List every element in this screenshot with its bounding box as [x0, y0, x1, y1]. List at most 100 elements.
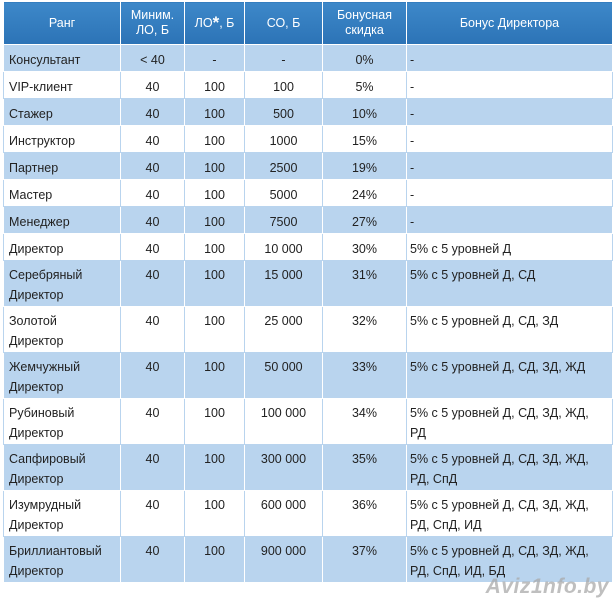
- cell-bonus: 10%: [322, 98, 407, 126]
- cell-min-lo: 40: [120, 206, 185, 234]
- cell-lo: 100: [184, 233, 245, 261]
- cell-bonus: 31%: [322, 260, 407, 307]
- cell-rank: Жемчужный Директор: [3, 352, 121, 399]
- cell-lo: 100: [184, 536, 245, 583]
- cell-min-lo: 40: [120, 536, 185, 583]
- cell-co: 15 000: [244, 260, 323, 307]
- table-row: Серебряный Директор 40 100 15 000 31% 5% …: [3, 260, 613, 307]
- table-body: Консультант < 40 - - 0% - VIP-клиент 40 …: [3, 44, 613, 583]
- cell-rank: Директор: [3, 233, 121, 261]
- cell-lo: 100: [184, 398, 245, 445]
- cell-rank: Консультант: [3, 44, 121, 72]
- site-watermark: Aviz1nfo.by: [485, 575, 609, 598]
- cell-bonus: 36%: [322, 490, 407, 537]
- cell-lo: 100: [184, 71, 245, 99]
- cell-co: 300 000: [244, 444, 323, 491]
- cell-rank: Сапфировый Директор: [3, 444, 121, 491]
- table-row: Консультант < 40 - - 0% -: [3, 44, 613, 72]
- header-co: СО, Б: [244, 1, 323, 45]
- cell-director: 5% с 5 уровней Д, СД, ЗД, ЖД, РД: [406, 398, 613, 445]
- cell-co: 10 000: [244, 233, 323, 261]
- cell-rank: VIP-клиент: [3, 71, 121, 99]
- header-lo: ЛО*, Б: [184, 1, 245, 45]
- cell-bonus: 27%: [322, 206, 407, 234]
- cell-co: 1000: [244, 125, 323, 153]
- cell-director: 5% с 5 уровней Д, СД, ЗД: [406, 306, 613, 353]
- cell-min-lo: 40: [120, 71, 185, 99]
- cell-rank: Инструктор: [3, 125, 121, 153]
- cell-co: 50 000: [244, 352, 323, 399]
- cell-rank: Мастер: [3, 179, 121, 207]
- cell-lo: 100: [184, 206, 245, 234]
- table-row: Золотой Директор 40 100 25 000 32% 5% с 5…: [3, 306, 613, 353]
- header-director-bonus: Бонус Директора: [406, 1, 613, 45]
- cell-lo: 100: [184, 352, 245, 399]
- header-bonus: Бонусная скидка: [322, 1, 407, 45]
- table-row: Жемчужный Директор 40 100 50 000 33% 5% с…: [3, 352, 613, 399]
- cell-min-lo: 40: [120, 398, 185, 445]
- cell-bonus: 19%: [322, 152, 407, 180]
- cell-director: -: [406, 206, 613, 234]
- cell-bonus: 32%: [322, 306, 407, 353]
- cell-rank: Серебряный Директор: [3, 260, 121, 307]
- table-row: Директор 40 100 10 000 30% 5% с 5 уровне…: [3, 233, 613, 261]
- cell-co: 2500: [244, 152, 323, 180]
- table-row: Бриллиантовый Директор 40 100 900 000 37%…: [3, 536, 613, 583]
- cell-min-lo: 40: [120, 260, 185, 307]
- cell-director: 5% с 5 уровней Д, СД: [406, 260, 613, 307]
- cell-min-lo: 40: [120, 490, 185, 537]
- cell-min-lo: 40: [120, 98, 185, 126]
- cell-lo: 100: [184, 152, 245, 180]
- cell-min-lo: 40: [120, 125, 185, 153]
- cell-co: 600 000: [244, 490, 323, 537]
- table-row: Изумрудный Директор 40 100 600 000 36% 5%…: [3, 490, 613, 537]
- table-row: Стажер 40 100 500 10% -: [3, 98, 613, 126]
- cell-co: 25 000: [244, 306, 323, 353]
- header-min-lo: Миним. ЛО, Б: [120, 1, 185, 45]
- cell-co: -: [244, 44, 323, 72]
- cell-director: 5% с 5 уровней Д, СД, ЗД, ЖД, РД, СпД, ИД: [406, 490, 613, 537]
- cell-director: -: [406, 125, 613, 153]
- cell-bonus: 15%: [322, 125, 407, 153]
- table-row: Менеджер 40 100 7500 27% -: [3, 206, 613, 234]
- table-row: Инструктор 40 100 1000 15% -: [3, 125, 613, 153]
- cell-director: 5% с 5 уровней Д, СД, ЗД, ЖД: [406, 352, 613, 399]
- cell-bonus: 30%: [322, 233, 407, 261]
- cell-min-lo: 40: [120, 152, 185, 180]
- cell-co: 5000: [244, 179, 323, 207]
- cell-min-lo: 40: [120, 233, 185, 261]
- table-header: Ранг Миним. ЛО, Б ЛО*, Б СО, Б Бонусная ск…: [3, 1, 613, 45]
- cell-rank: Рубиновый Директор: [3, 398, 121, 445]
- cell-bonus: 35%: [322, 444, 407, 491]
- cell-min-lo: 40: [120, 444, 185, 491]
- table-row: Рубиновый Директор 40 100 100 000 34% 5% …: [3, 398, 613, 445]
- cell-director: -: [406, 98, 613, 126]
- cell-rank: Стажер: [3, 98, 121, 126]
- cell-director: 5% с 5 уровней Д: [406, 233, 613, 261]
- table-row: VIP-клиент 40 100 100 5% -: [3, 71, 613, 99]
- cell-co: 100 000: [244, 398, 323, 445]
- cell-rank: Партнер: [3, 152, 121, 180]
- cell-min-lo: 40: [120, 179, 185, 207]
- header-rank: Ранг: [3, 1, 121, 45]
- cell-co: 100: [244, 71, 323, 99]
- cell-lo: 100: [184, 179, 245, 207]
- cell-director: -: [406, 152, 613, 180]
- cell-bonus: 34%: [322, 398, 407, 445]
- cell-bonus: 5%: [322, 71, 407, 99]
- cell-director: -: [406, 44, 613, 72]
- cell-director: 5% с 5 уровней Д, СД, ЗД, ЖД, РД, СпД: [406, 444, 613, 491]
- cell-lo: 100: [184, 125, 245, 153]
- cell-min-lo: 40: [120, 352, 185, 399]
- cell-bonus: 24%: [322, 179, 407, 207]
- cell-rank: Золотой Директор: [3, 306, 121, 353]
- cell-min-lo: < 40: [120, 44, 185, 72]
- cell-lo: 100: [184, 98, 245, 126]
- rank-table: Ранг Миним. ЛО, Б ЛО*, Б СО, Б Бонусная ск…: [3, 1, 613, 583]
- cell-director: -: [406, 179, 613, 207]
- cell-lo: 100: [184, 444, 245, 491]
- table-row: Сапфировый Директор 40 100 300 000 35% 5%…: [3, 444, 613, 491]
- cell-bonus: 0%: [322, 44, 407, 72]
- cell-director: 5% с 5 уровней Д, СД, ЗД, ЖД, РД, СпД, ИД…: [406, 536, 613, 583]
- cell-co: 7500: [244, 206, 323, 234]
